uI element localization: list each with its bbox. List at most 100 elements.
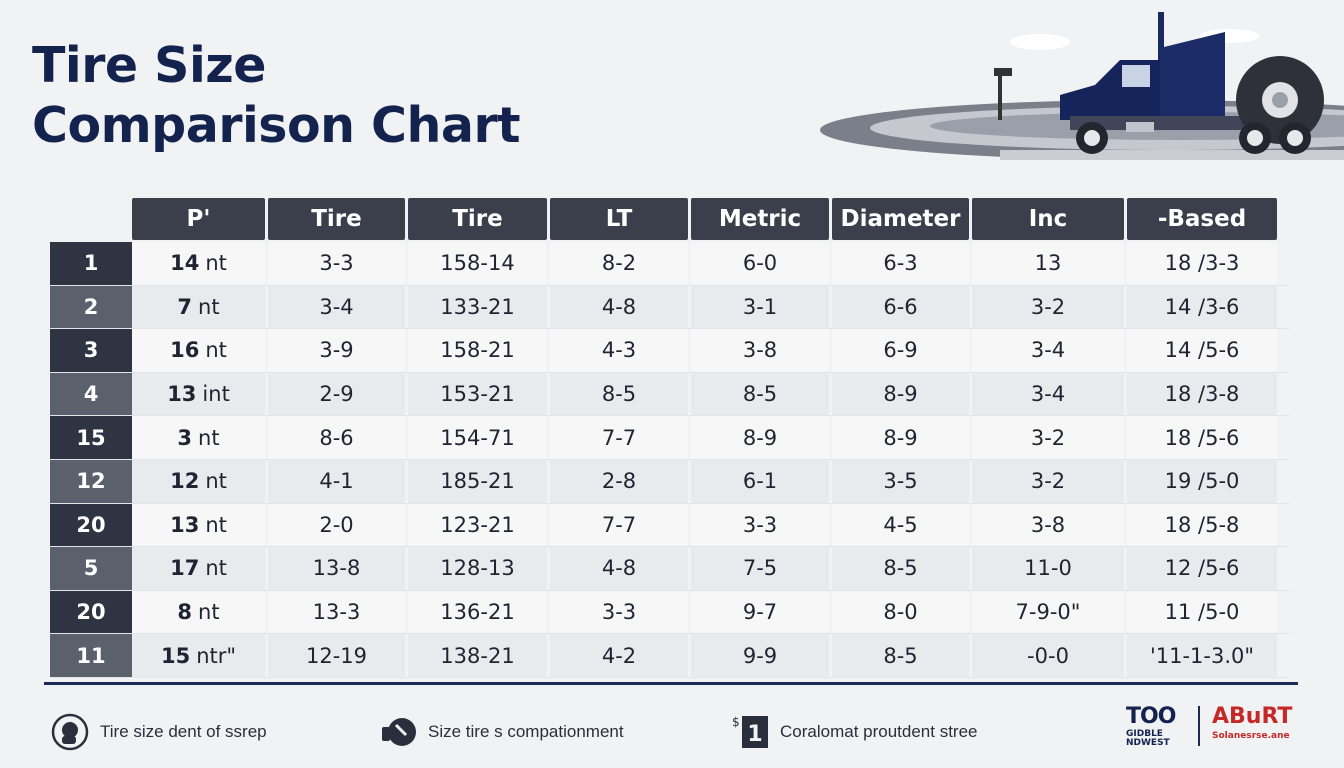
cell-suffix: nt [198,425,220,450]
table-cell: 14 /3-6 [1127,285,1277,329]
table-cell: 8-5 [832,634,969,677]
cell-number: 8 [177,600,193,625]
brand-logo-left: TOO GIDBLE NDWEST [1126,706,1186,750]
table-cell: 7 nt [132,285,265,329]
table-row: 1 14 nt 3-3 158-14 8-2 6-0 6-3 13 18 /3-3 [50,242,1290,286]
table-cell: 123-21 [408,503,547,547]
cell-suffix: int [202,382,230,407]
row-index: 5 [50,547,132,590]
table-header-row: P' Tire Tire LT Metric Diameter Inc -Bas… [132,198,1277,240]
table-cell: 8-9 [691,416,829,459]
cell-number: 13 [167,382,197,407]
table-cell: 158-14 [408,242,547,285]
table-cell: 6-0 [691,242,829,285]
title-line-2: Comparison Chart [32,97,521,154]
table-cell: 3-3 [550,590,688,634]
footer-item-3-label: Coralomat proutdent stree [780,722,978,741]
table-cell: 133-21 [408,285,547,329]
table-row: 5 17 nt 13-8 128-13 4-8 7-5 8-5 11-0 12 /5-6 [50,547,1290,591]
table-cell: '11-1-3.0" [1127,634,1277,677]
table-cell: 3-9 [268,329,405,372]
table-cell: 14 nt [132,242,265,285]
table-cell: 2-9 [268,372,405,416]
table-cell: 2-8 [550,459,688,503]
table-cell: 8-9 [832,372,969,416]
table-cell: 8-6 [268,416,405,459]
logo-separator [1198,706,1200,746]
tag-number-glyph: 1 [747,722,762,747]
table-cell: 8-5 [691,372,829,416]
brand-logo-right-subtext: Solanesrse.ane [1212,731,1290,741]
cell-suffix: nt [205,556,227,581]
header-cell: Tire [408,198,547,240]
cell-number: 15 [160,643,191,668]
row-index: 11 [50,634,132,677]
brand-logo-right-text: ABuRT [1212,704,1293,729]
row-index: 12 [50,459,132,503]
tag-number-icon: 1 $ [730,712,770,752]
table-cell: 158-21 [408,329,547,372]
row-index: 15 [50,416,132,459]
table-cell: 11-0 [972,547,1124,590]
table-cell: 13 int [132,372,265,416]
table-cell: 13-3 [268,590,405,634]
table-cell: 4-5 [832,503,969,547]
table-cell: 3-3 [691,503,829,547]
row-index: 4 [50,372,132,416]
table-cell: 8-5 [550,372,688,416]
table-cell: 7-5 [691,547,829,590]
header-cell: Metric [691,198,829,240]
cell-number: 14 [170,251,200,276]
table-cell: 3-8 [691,329,829,372]
table-cell: 154-71 [408,416,547,459]
table-cell: 6-9 [832,329,969,372]
cell-suffix: nt [205,251,227,276]
footer-item-2: Size tire s compationment [380,712,624,752]
svg-text:$: $ [732,715,740,729]
cell-suffix: nt [205,469,227,494]
table-row: 3 16 nt 3-9 158-21 4-3 3-8 6-9 3-4 14 /5-6 [50,329,1290,373]
row-index: 20 [50,503,132,547]
table-bottom-divider [44,682,1298,685]
table-cell: 3-2 [972,459,1124,503]
table-cell: 3-3 [268,242,405,285]
table-cell: 18 /3-3 [1127,242,1277,285]
cell-suffix: nt [198,294,220,319]
header-cell: LT [550,198,688,240]
table-row: 11 15 ntr" 12-19 138-21 4-2 9-9 8-5 -0-0'11-1-3.… [50,634,1290,678]
header-cell: P' [132,198,265,240]
table-cell: 3-2 [972,285,1124,329]
table-cell: 14 /5-6 [1127,329,1277,372]
table-cell: 2-0 [268,503,405,547]
table-cell: 7-7 [550,503,688,547]
table-cell: 3-4 [972,329,1124,372]
table-cell: 11 /5-0 [1127,590,1277,634]
table-cell: 3-1 [691,285,829,329]
table-cell: 15 ntr" [132,634,265,677]
cell-suffix: ntr" [196,643,237,668]
footer-item-2-label: Size tire s compationment [428,722,624,741]
table-cell: 18 /5-8 [1127,503,1277,547]
table-row: 4 13 int 2-9 153-21 8-5 8-5 8-9 3-4 18 /3-8 [50,372,1290,417]
table-cell: 6-6 [832,285,969,329]
cell-number: 16 [170,338,200,363]
cell-suffix: nt [198,600,220,625]
table-cell: 3-5 [832,459,969,503]
table-cell: 4-8 [550,285,688,329]
table-cell: -0-0 [972,634,1124,677]
table-cell: 6-3 [832,242,969,285]
table-cell: 13 [972,242,1124,285]
cell-number: 3 [177,425,193,450]
table-cell: 13 nt [132,503,265,547]
table-cell: 3-8 [972,503,1124,547]
table-cell: 4-2 [550,634,688,677]
table-cell: 4-8 [550,547,688,590]
footer-item-1: Tire size dent of ssrep [50,712,267,752]
row-index: 20 [50,590,132,634]
table-cell: 12 /5-6 [1127,547,1277,590]
table-cell: 13-8 [268,547,405,590]
table-row: 15 3 nt 8-6 154-71 7-7 8-9 8-9 3-2 18 /5-6 [50,416,1290,460]
table-cell: 6-1 [691,459,829,503]
cell-suffix: nt [205,512,227,537]
title-line-1: Tire Size [32,37,267,94]
